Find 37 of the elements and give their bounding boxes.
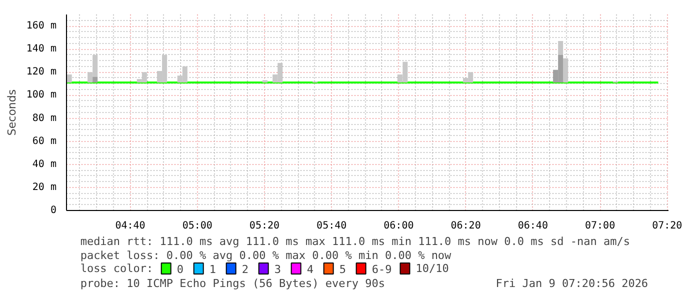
legend-label: 1: [209, 263, 216, 276]
y-tick-label: 20 m: [32, 182, 57, 193]
y-tick-label: 160 m: [26, 20, 57, 32]
text: median rtt: 111.0 ms avg 111.0 ms max 111.0 ms min 111.0 ms now 0.0 ms sd -nan am/s: [80, 235, 630, 248]
text: packet loss: 0.00 % avg 0.00 % max 0.00 % min 0.00 % now: [80, 249, 452, 262]
x-tick-label: 07:00: [584, 220, 616, 232]
x-tick-label: 07:20: [652, 220, 682, 232]
bar: [262, 80, 268, 83]
y-tick-label: 0: [50, 205, 57, 216]
y-tick-label: 140 m: [26, 44, 57, 55]
text: Fri Jan 9 07:20:56 2026: [496, 277, 648, 290]
legend-title: loss color:: [80, 262, 154, 275]
legend-label: 2: [242, 263, 249, 276]
x-tick-label: 05:00: [182, 220, 212, 232]
bar: [563, 58, 568, 83]
x-tick-label: 06:00: [384, 220, 414, 232]
bar: [92, 76, 98, 83]
legend-label: 5: [339, 263, 346, 276]
x-tick-label: 06:40: [518, 220, 548, 232]
legend-label: 0: [176, 263, 184, 276]
y-tick-label: 40 m: [32, 158, 57, 170]
legend-label: 4: [306, 263, 314, 276]
legend-label: 10/10: [416, 262, 449, 275]
legend-label: 3: [274, 263, 281, 276]
y-axis-title: Seconds: [5, 89, 18, 136]
y-tick-label: 60 m: [32, 136, 57, 147]
y-tick-label: 100 m: [26, 90, 57, 101]
legend-label: 6-9: [372, 263, 392, 276]
text: probe: 10 ICMP Echo Pings (56 Bytes) every 90s: [80, 277, 385, 290]
bar: [558, 41, 564, 55]
bar: [66, 74, 72, 83]
x-tick-label: 05:40: [316, 220, 347, 232]
x-tick-label: 06:20: [450, 220, 481, 232]
y-tick-label: 80 m: [32, 112, 57, 124]
x-tick-label: 04:40: [115, 220, 146, 232]
x-tick-label: 05:20: [249, 220, 280, 232]
y-tick-label: 120 m: [26, 66, 57, 78]
